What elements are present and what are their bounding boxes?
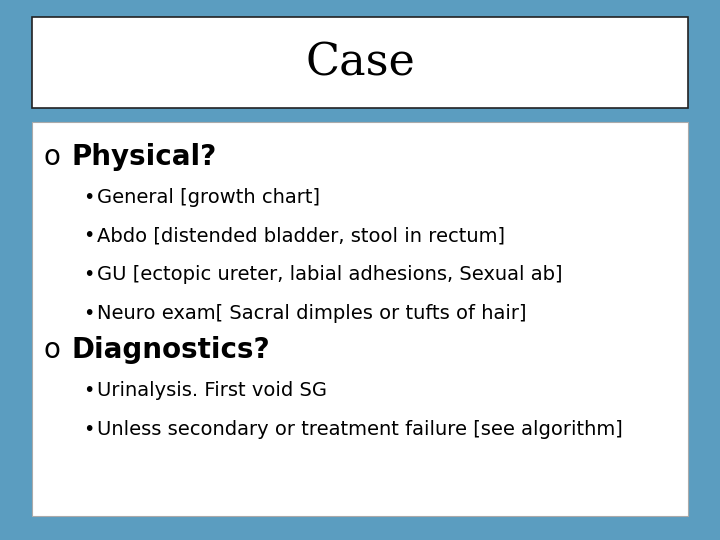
FancyBboxPatch shape — [32, 17, 688, 108]
Text: Diagnostics?: Diagnostics? — [72, 336, 271, 364]
Text: •: • — [83, 381, 94, 400]
Text: o: o — [43, 336, 60, 364]
Text: •: • — [83, 420, 94, 439]
Text: Abdo [distended bladder, stool in rectum]: Abdo [distended bladder, stool in rectum… — [97, 226, 505, 246]
FancyBboxPatch shape — [32, 122, 688, 516]
Text: •: • — [83, 226, 94, 246]
Text: Neuro exam[ Sacral dimples or tufts of hair]: Neuro exam[ Sacral dimples or tufts of h… — [97, 304, 527, 323]
Text: •: • — [83, 187, 94, 207]
Text: GU [ectopic ureter, labial adhesions, Sexual ab]: GU [ectopic ureter, labial adhesions, Se… — [97, 265, 563, 285]
Text: Unless secondary or treatment failure [see algorithm]: Unless secondary or treatment failure [s… — [97, 420, 623, 439]
Text: •: • — [83, 304, 94, 323]
Text: General [growth chart]: General [growth chart] — [97, 187, 320, 207]
Text: o: o — [43, 143, 60, 171]
Text: Physical?: Physical? — [72, 143, 217, 171]
Text: Case: Case — [305, 41, 415, 84]
Text: •: • — [83, 265, 94, 285]
Text: Urinalysis. First void SG: Urinalysis. First void SG — [97, 381, 327, 400]
